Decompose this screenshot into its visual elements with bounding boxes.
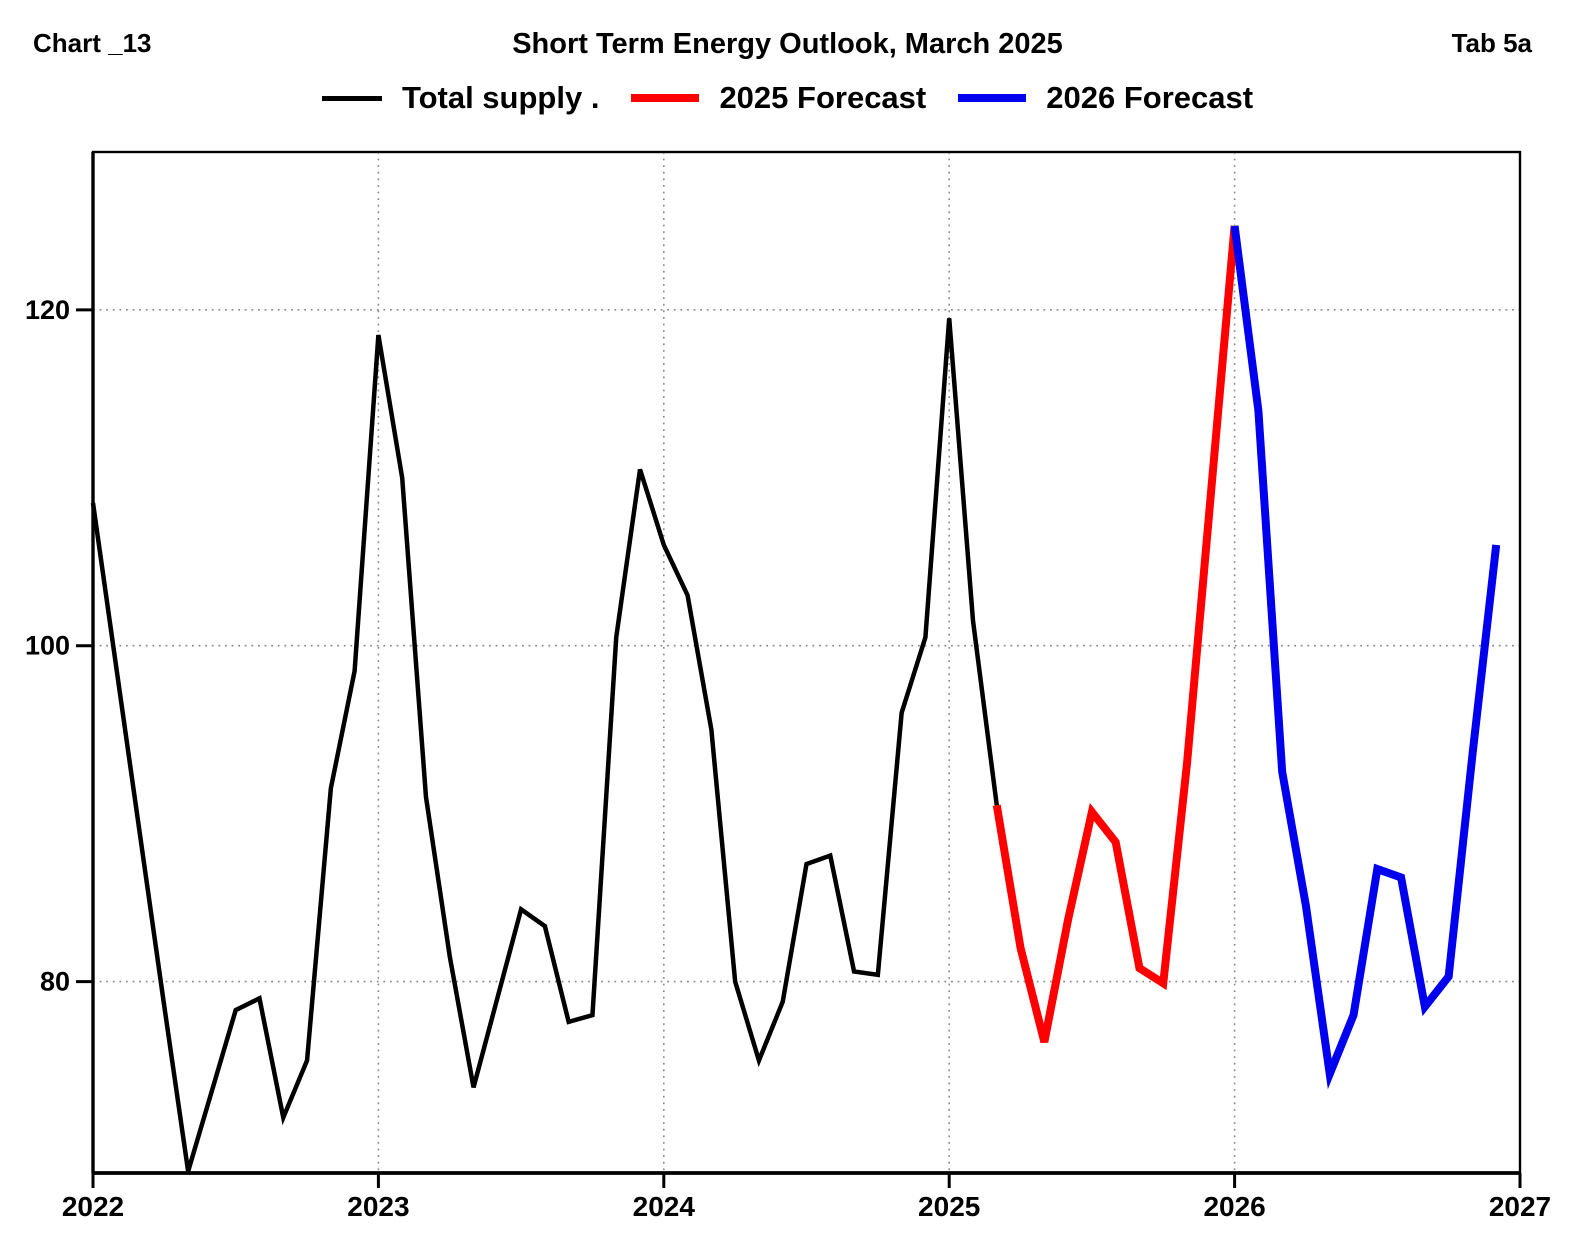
legend-label: 2025 Forecast bbox=[719, 80, 927, 115]
legend-item: 2025 Forecast bbox=[631, 80, 926, 116]
x-tick-label: 2025 bbox=[918, 1191, 980, 1222]
legend-label: 2026 Forecast bbox=[1046, 80, 1254, 115]
legend-item: Total supply . bbox=[321, 80, 600, 116]
legend: Total supply . 2025 Forecast 2026 Forecast bbox=[0, 80, 1575, 116]
legend-label: Total supply . bbox=[401, 80, 600, 115]
series-line bbox=[1230, 225, 1501, 1090]
legend-line-sample bbox=[958, 94, 1027, 102]
x-tick-label: 2027 bbox=[1489, 1191, 1551, 1222]
x-tick-label: 2023 bbox=[347, 1191, 409, 1222]
series-line bbox=[90, 318, 999, 1172]
data-series bbox=[90, 225, 1501, 1172]
series-line bbox=[992, 225, 1239, 1043]
plot-border bbox=[91, 150, 1522, 1175]
gridlines bbox=[93, 152, 1521, 1173]
plot-frame bbox=[91, 150, 1522, 1175]
x-tick-label: 2026 bbox=[1203, 1191, 1265, 1222]
y-tick-label: 120 bbox=[25, 295, 70, 325]
legend-line-sample bbox=[321, 95, 382, 101]
tab-label: Tab 5a bbox=[1451, 28, 1532, 58]
page-title: Short Term Energy Outlook, March 2025 bbox=[512, 28, 1063, 60]
legend-line-sample bbox=[631, 94, 700, 102]
x-tick-label: 2024 bbox=[633, 1191, 696, 1222]
legend-item: 2026 Forecast bbox=[958, 80, 1253, 116]
header-row: Chart _13 Short Term Energy Outlook, Mar… bbox=[0, 28, 1575, 62]
axis-labels: 80 100 120 2022 2023 2024 2025 2026 2027 bbox=[25, 295, 1551, 1222]
axis-ticks bbox=[76, 308, 1522, 1188]
x-tick-label: 2022 bbox=[62, 1191, 124, 1222]
y-tick-label: 80 bbox=[40, 967, 70, 997]
y-tick-label: 100 bbox=[25, 631, 70, 661]
chart-number-label: Chart _13 bbox=[33, 28, 152, 58]
